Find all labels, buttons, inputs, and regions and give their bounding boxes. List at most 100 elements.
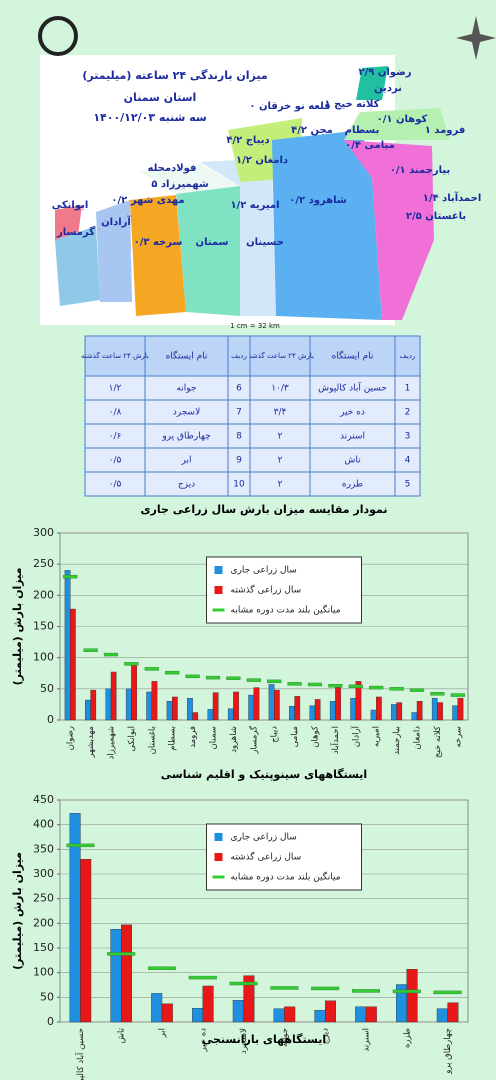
logo	[38, 16, 78, 56]
map-label: حسینان	[246, 237, 284, 248]
y-axis-title: میزان بارش (میلیمتر)	[11, 568, 24, 686]
y-tick-label: 0	[47, 713, 54, 726]
bar	[187, 697, 193, 721]
x-tick-label: سمنان	[209, 726, 219, 749]
bar	[161, 1003, 173, 1023]
bar	[447, 1002, 459, 1023]
x-tick-label: ده خیر	[198, 1028, 208, 1053]
table-text: طزره	[342, 480, 363, 490]
map-label: دیباج ۴/۲	[226, 135, 269, 146]
region	[130, 195, 186, 316]
map-label: ایوانکی	[52, 200, 89, 211]
x-tick-label: ایوانکی	[127, 726, 137, 752]
legend-label: سال زراعی گذشته	[231, 851, 302, 863]
y-tick-label: 250	[33, 557, 54, 570]
bar	[227, 708, 234, 721]
legend-label: سال زراعی جاری	[231, 833, 297, 843]
table-cell	[394, 471, 421, 497]
mean-marker	[328, 684, 343, 688]
bar	[325, 1000, 337, 1023]
table-header-cell	[84, 335, 146, 377]
bar	[365, 1006, 377, 1023]
region	[200, 158, 276, 316]
map-label: فولادمحله	[148, 163, 197, 174]
table-cell	[144, 399, 229, 425]
y-tick-label: 100	[33, 651, 54, 664]
table-header-cell	[394, 335, 421, 377]
table-text: 6	[236, 384, 242, 394]
y-tick-label: 250	[33, 892, 54, 905]
y-tick-label: 450	[33, 793, 54, 806]
table-cell	[144, 471, 229, 497]
bar	[171, 696, 178, 721]
table-text: 2	[405, 408, 411, 418]
bar	[110, 929, 122, 1023]
y-tick-label: 150	[33, 620, 54, 633]
y-tick-label: 0	[47, 1015, 54, 1028]
bar	[314, 699, 321, 721]
bar	[273, 1008, 285, 1023]
bar	[411, 712, 418, 721]
bar	[452, 705, 459, 721]
table-text: ابر	[181, 456, 192, 466]
table-header: ردیف	[400, 352, 416, 360]
x-tick-label: شهمیرزاد	[107, 726, 117, 759]
table-text: اسنرند	[340, 432, 365, 442]
mean-marker	[348, 684, 363, 689]
table-text: لاسجرد	[173, 408, 200, 418]
mean-marker	[124, 662, 139, 666]
map-label: مهدی شهر ۰/۲	[111, 195, 184, 206]
x-tick-label: حسین آباد کالپوش	[74, 1028, 86, 1080]
x-tick-label: مهدیشهر	[86, 726, 96, 759]
bar	[376, 696, 382, 721]
table-text: ۰/۶	[109, 432, 122, 442]
map-label: احمدآباد ۱/۴	[423, 191, 482, 204]
y-tick-label: 100	[33, 966, 54, 979]
y-axis-title: میزان بارش (میلیمتر)	[11, 852, 24, 970]
mean-marker	[148, 966, 176, 970]
bar	[274, 689, 280, 721]
bar	[212, 692, 219, 721]
mean-marker	[270, 986, 299, 990]
region	[55, 226, 100, 306]
table-text: 8	[236, 432, 242, 442]
legend-swatch	[214, 586, 223, 594]
x-tick-label: اسنرند	[362, 1028, 372, 1052]
x-tick-label: احمدآباد	[329, 726, 341, 754]
y-tick-label: 150	[33, 941, 54, 954]
mean-marker	[107, 952, 136, 956]
x-tick-label: لاسجرد	[239, 1028, 249, 1054]
region	[356, 66, 388, 100]
bar	[64, 570, 71, 721]
bar	[110, 671, 117, 721]
table-header: ردیف	[231, 352, 247, 360]
map: میزان بارندگی ۲۴ ساعته (میلیمتر) استان س…	[38, 16, 496, 330]
map-scale: 1 cm = 32 km	[230, 322, 280, 330]
map-label: سرخه ۰/۳	[134, 237, 183, 248]
table-text: ۰/۵	[109, 480, 122, 490]
mean-marker	[352, 989, 380, 993]
table-text: جوانه	[176, 384, 196, 394]
mean-marker	[392, 989, 421, 994]
map-label: نردین	[374, 83, 402, 94]
map-label: میامی ۰/۴	[345, 140, 395, 151]
bar	[105, 688, 112, 721]
bar	[151, 681, 158, 721]
bar	[406, 969, 418, 1023]
bar	[191, 1007, 204, 1023]
bar	[125, 688, 132, 721]
x-tick-label: سرخه	[453, 726, 463, 748]
map-label: مجن ۴/۲	[291, 125, 333, 136]
map-label: امیریه ۱/۲	[230, 200, 279, 211]
table-header: نام ایستگاه	[166, 350, 208, 362]
x-tick-label: بیارجمند	[392, 726, 402, 755]
mean-marker	[165, 670, 180, 675]
bar	[335, 687, 341, 721]
y-tick-label: 400	[33, 818, 54, 831]
legend-swatch	[214, 833, 223, 841]
bar	[284, 1006, 296, 1023]
bar	[350, 697, 357, 721]
table-text: چهارطاق پرو	[161, 432, 210, 442]
table-text: 9	[236, 456, 242, 466]
